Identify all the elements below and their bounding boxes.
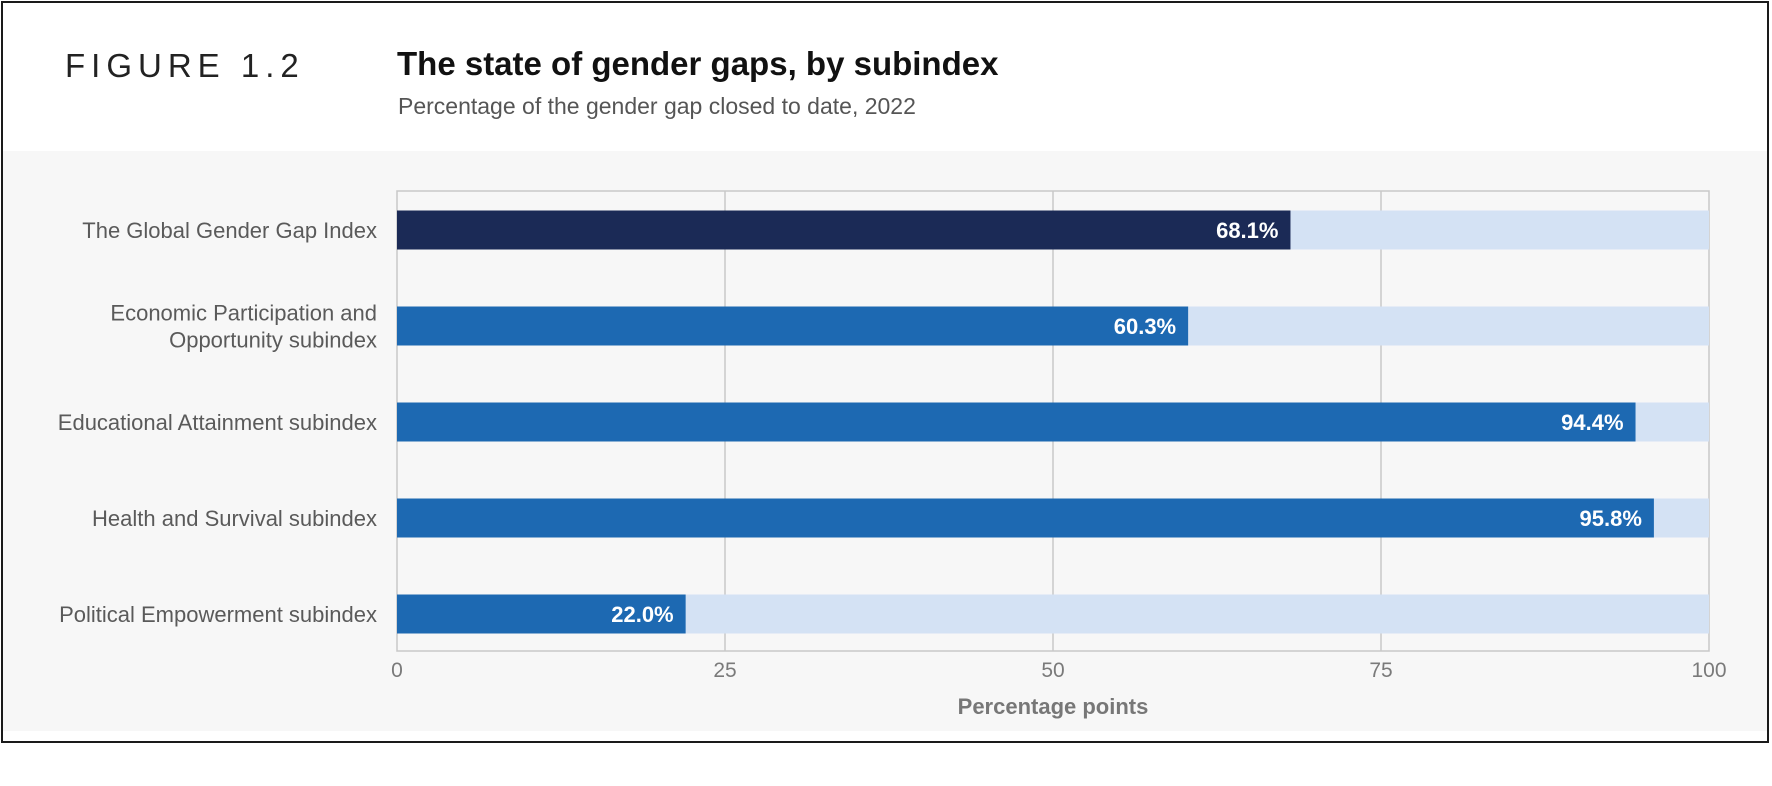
bar	[397, 306, 1189, 346]
bar-value-label: 68.1%	[1216, 218, 1278, 243]
category-label: Health and Survival subindex	[92, 506, 377, 531]
x-tick-label: 75	[1369, 659, 1392, 682]
chart-subtitle: Percentage of the gender gap closed to d…	[398, 93, 916, 119]
category-label: Economic Participation and	[110, 301, 377, 326]
bar-value-label: 22.0%	[611, 602, 673, 627]
figure-number-label: FIGURE 1.2	[65, 47, 305, 84]
figure-frame: FIGURE 1.2 The state of gender gaps, by …	[1, 1, 1769, 743]
chart-area: 0 25 50 75 100 Percentage points 68.1% The Glob…	[3, 151, 1767, 731]
category-label: Educational Attainment subindex	[58, 410, 377, 435]
x-axis-title: Percentage points	[958, 694, 1149, 719]
bar-value-label: 95.8%	[1580, 506, 1642, 531]
bar	[397, 402, 1636, 442]
bar-value-label: 94.4%	[1561, 410, 1623, 435]
figure-header: FIGURE 1.2 The state of gender gaps, by …	[3, 3, 1767, 151]
category-label: Political Empowerment subindex	[59, 602, 377, 627]
bar	[397, 498, 1654, 538]
chart-title: The state of gender gaps, by subindex	[397, 45, 999, 82]
bar-chart: 0 25 50 75 100 Percentage points 68.1% The Glob…	[58, 190, 1727, 719]
category-label: The Global Gender Gap Index	[82, 218, 377, 243]
bar	[397, 594, 686, 634]
x-tick-label: 0	[391, 659, 403, 682]
bar	[397, 210, 1291, 250]
x-tick-label: 25	[713, 659, 736, 682]
category-label: Opportunity subindex	[169, 328, 377, 353]
x-tick-label: 100	[1691, 659, 1726, 682]
bar-value-label: 60.3%	[1114, 314, 1176, 339]
x-tick-label: 50	[1041, 659, 1064, 682]
